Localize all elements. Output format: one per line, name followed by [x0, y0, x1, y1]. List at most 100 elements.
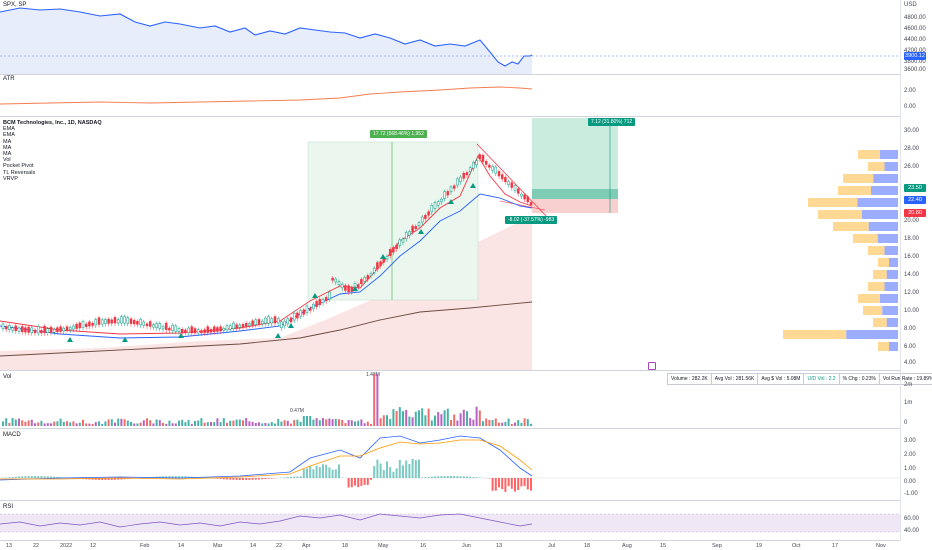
candle	[94, 319, 98, 326]
macd-histogram-bar	[459, 476, 462, 478]
volume-bar	[107, 419, 110, 426]
macd-histogram-bar	[427, 476, 430, 478]
macd-histogram-bar	[168, 476, 171, 478]
time-axis-label: Oct	[792, 543, 801, 549]
alert-icon[interactable]	[648, 362, 656, 370]
volume-bar	[146, 418, 148, 426]
candle	[468, 167, 472, 172]
candle	[113, 317, 117, 324]
legend-ema[interactable]: EMA	[3, 132, 15, 139]
main-price-pane[interactable]: BCM Technologies, Inc., 1D, NASDAQ EMA E…	[0, 116, 900, 371]
candle	[148, 321, 152, 327]
candle	[366, 275, 370, 280]
spx-pane[interactable]: SPX, SP	[0, 0, 900, 75]
legend-ma[interactable]: MA	[3, 144, 12, 151]
legend-pocket-pivot[interactable]: Pocket Pivot	[3, 163, 34, 170]
volume-bar	[206, 422, 209, 426]
macd-histogram-bar	[158, 476, 161, 478]
macd-histogram-bar	[430, 476, 433, 478]
candle	[91, 323, 94, 326]
macd-histogram-bar	[306, 468, 308, 478]
legend-vol[interactable]: Vol	[3, 157, 11, 164]
candle	[174, 325, 178, 332]
volume-bar	[267, 423, 270, 426]
volume-bar	[312, 419, 315, 426]
price-tick: 10.00	[904, 308, 920, 314]
candle	[504, 177, 507, 183]
candle	[142, 321, 146, 326]
legend-ema[interactable]: EMA	[3, 126, 15, 133]
macd-axis[interactable]: 3.00 2.00 1.00 0.00 -1.00	[900, 428, 932, 500]
macd-histogram-bar	[34, 476, 36, 478]
macd-histogram-bar	[27, 476, 30, 478]
legend-tl-reversals[interactable]: TL Reversals	[3, 169, 36, 176]
price-axis[interactable]: 30.00 28.00 26.00 22.00 20.00 18.00 16.0…	[900, 116, 932, 370]
volume-bar	[382, 415, 385, 426]
candle	[241, 324, 245, 327]
volume-pane[interactable]: Vol 1.48M 0.47M	[0, 370, 900, 429]
volume-bar	[43, 423, 46, 426]
rsi-axis[interactable]: 60.00 40.00	[900, 500, 932, 540]
volume-bar	[357, 420, 360, 426]
legend-ma[interactable]: MA	[3, 138, 12, 145]
volume-bar	[334, 418, 337, 426]
macd-histogram-bar	[242, 478, 244, 480]
atr-tick: 2.00	[904, 88, 916, 94]
macd-histogram-bar	[453, 476, 456, 478]
spx-currency: USD	[904, 2, 917, 8]
candle	[257, 319, 261, 325]
macd-histogram-bar	[181, 476, 184, 478]
atr-pane[interactable]: ATR	[0, 74, 900, 117]
candle	[225, 325, 229, 331]
macd-histogram-bar	[258, 478, 260, 480]
legend-vrvp[interactable]: VRVP	[3, 175, 18, 182]
macd-tick: 1.00	[904, 466, 916, 472]
measure-up-label: 17.72 (568.46%) 1,952	[370, 130, 427, 138]
legend-ma[interactable]: MA	[3, 151, 12, 158]
volume-bar	[126, 420, 129, 426]
volume-bar	[530, 423, 532, 426]
rsi-pane[interactable]: RSI	[0, 500, 900, 541]
volume-bar	[254, 423, 257, 426]
volume-bar	[510, 423, 513, 426]
macd-histogram-bar	[389, 467, 392, 478]
vrvp-down-bar	[884, 282, 898, 291]
time-axis[interactable]: 13 22 2022 12 Feb 14 Mar 14 22 Apr 18 May 16 Jun 13 Jul…	[0, 540, 900, 550]
candle	[516, 188, 520, 194]
candle	[356, 284, 360, 288]
volume-bar	[270, 422, 273, 426]
vrvp-down-bar	[868, 222, 898, 231]
candle	[465, 172, 469, 176]
volume-bar	[338, 419, 340, 426]
symbol-title[interactable]: BCM Technologies, Inc., 1D, NASDAQ	[3, 120, 102, 126]
spx-price-badge: 3900.12	[904, 52, 926, 60]
macd-histogram-bar	[11, 476, 14, 478]
candle	[120, 316, 123, 324]
macd-histogram-bar	[290, 476, 292, 478]
macd-histogram-bar	[402, 465, 404, 478]
vrvp-down-bar	[889, 258, 898, 267]
volume-bar	[501, 422, 504, 426]
volume-bar	[149, 420, 152, 426]
candle	[116, 319, 120, 324]
macd-histogram-bar	[350, 478, 353, 488]
volume-bar	[498, 422, 500, 426]
macd-histogram-bar	[309, 465, 312, 478]
candle	[260, 320, 264, 324]
candle	[312, 303, 315, 309]
volume-bar	[197, 420, 200, 426]
candle	[299, 310, 302, 317]
spx-tick: 3600.00	[904, 67, 926, 73]
volume-bar	[130, 421, 132, 426]
atr-axis[interactable]: 2.00 0.00	[900, 74, 932, 116]
candle	[238, 324, 242, 328]
macd-pane[interactable]: MACD	[0, 428, 900, 501]
candle	[456, 178, 459, 186]
indicator-legend: BCM Technologies, Inc., 1D, NASDAQ EMA E…	[3, 120, 102, 182]
spx-axis[interactable]: USD 4800.00 4600.00 4400.00 4200.00 3800…	[900, 0, 932, 74]
candle	[315, 301, 318, 307]
macd-histogram-bar	[21, 476, 24, 478]
candle	[420, 216, 424, 223]
vol-axis[interactable]: 2m 1m 0	[900, 370, 932, 428]
volume-bar	[421, 408, 424, 426]
